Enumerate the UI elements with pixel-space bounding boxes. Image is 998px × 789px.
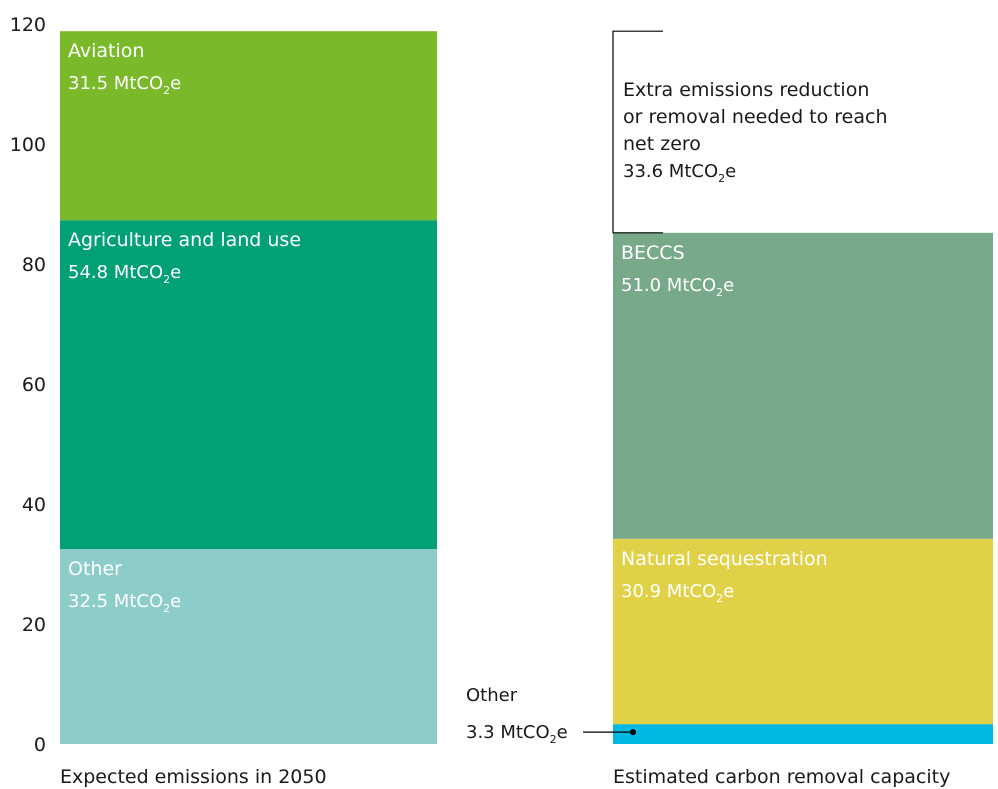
segment-label: BECCS (621, 242, 685, 264)
segment-value-label: 31.5 MtCO2e (68, 73, 181, 97)
bar-segment (613, 724, 993, 744)
category-label: Estimated carbon removal capacity (613, 766, 950, 788)
y-tick-label: 60 (22, 374, 46, 396)
segment-value-label: 32.5 MtCO2e (68, 591, 181, 615)
gap-label: net zero (623, 133, 701, 155)
y-tick-label: 20 (22, 614, 46, 636)
y-tick-label: 40 (22, 494, 46, 516)
y-tick-label: 120 (10, 14, 46, 36)
y-tick-label: 0 (34, 734, 46, 756)
segment-label: Natural sequestration (621, 548, 828, 570)
labels: Other 32.5 MtCO2e Agriculture and land use… (60, 30, 950, 788)
y-axis: 0 20 40 60 80 100 120 (10, 14, 46, 756)
bar-segment (60, 549, 437, 744)
segment-label: Other (68, 558, 122, 580)
bar-segment (613, 232, 993, 539)
segment-label: Other (466, 685, 518, 706)
segment-value-label: 3.3 MtCO2e (466, 722, 568, 746)
segment-value-label: 51.0 MtCO2e (621, 275, 734, 299)
y-tick-label: 80 (22, 254, 46, 276)
bars (60, 31, 993, 744)
category-label: Expected emissions in 2050 (60, 766, 327, 788)
gap-value-label: 33.6 MtCO2e (623, 161, 736, 185)
bar-segment (60, 31, 437, 221)
segment-label: Agriculture and land use (68, 229, 301, 251)
segment-value-label: 54.8 MtCO2e (68, 262, 181, 286)
y-tick-label: 100 (10, 134, 46, 156)
bar-segment (613, 538, 993, 725)
segment-label: Aviation (68, 40, 144, 62)
segment-value-label: 30.9 MtCO2e (621, 581, 734, 605)
gap-label: Extra emissions reduction (623, 79, 869, 101)
leader-dot (630, 729, 636, 736)
gap-label: or removal needed to reach (623, 106, 888, 128)
gap-bracket (612, 30, 663, 234)
bar-segment (60, 220, 437, 549)
